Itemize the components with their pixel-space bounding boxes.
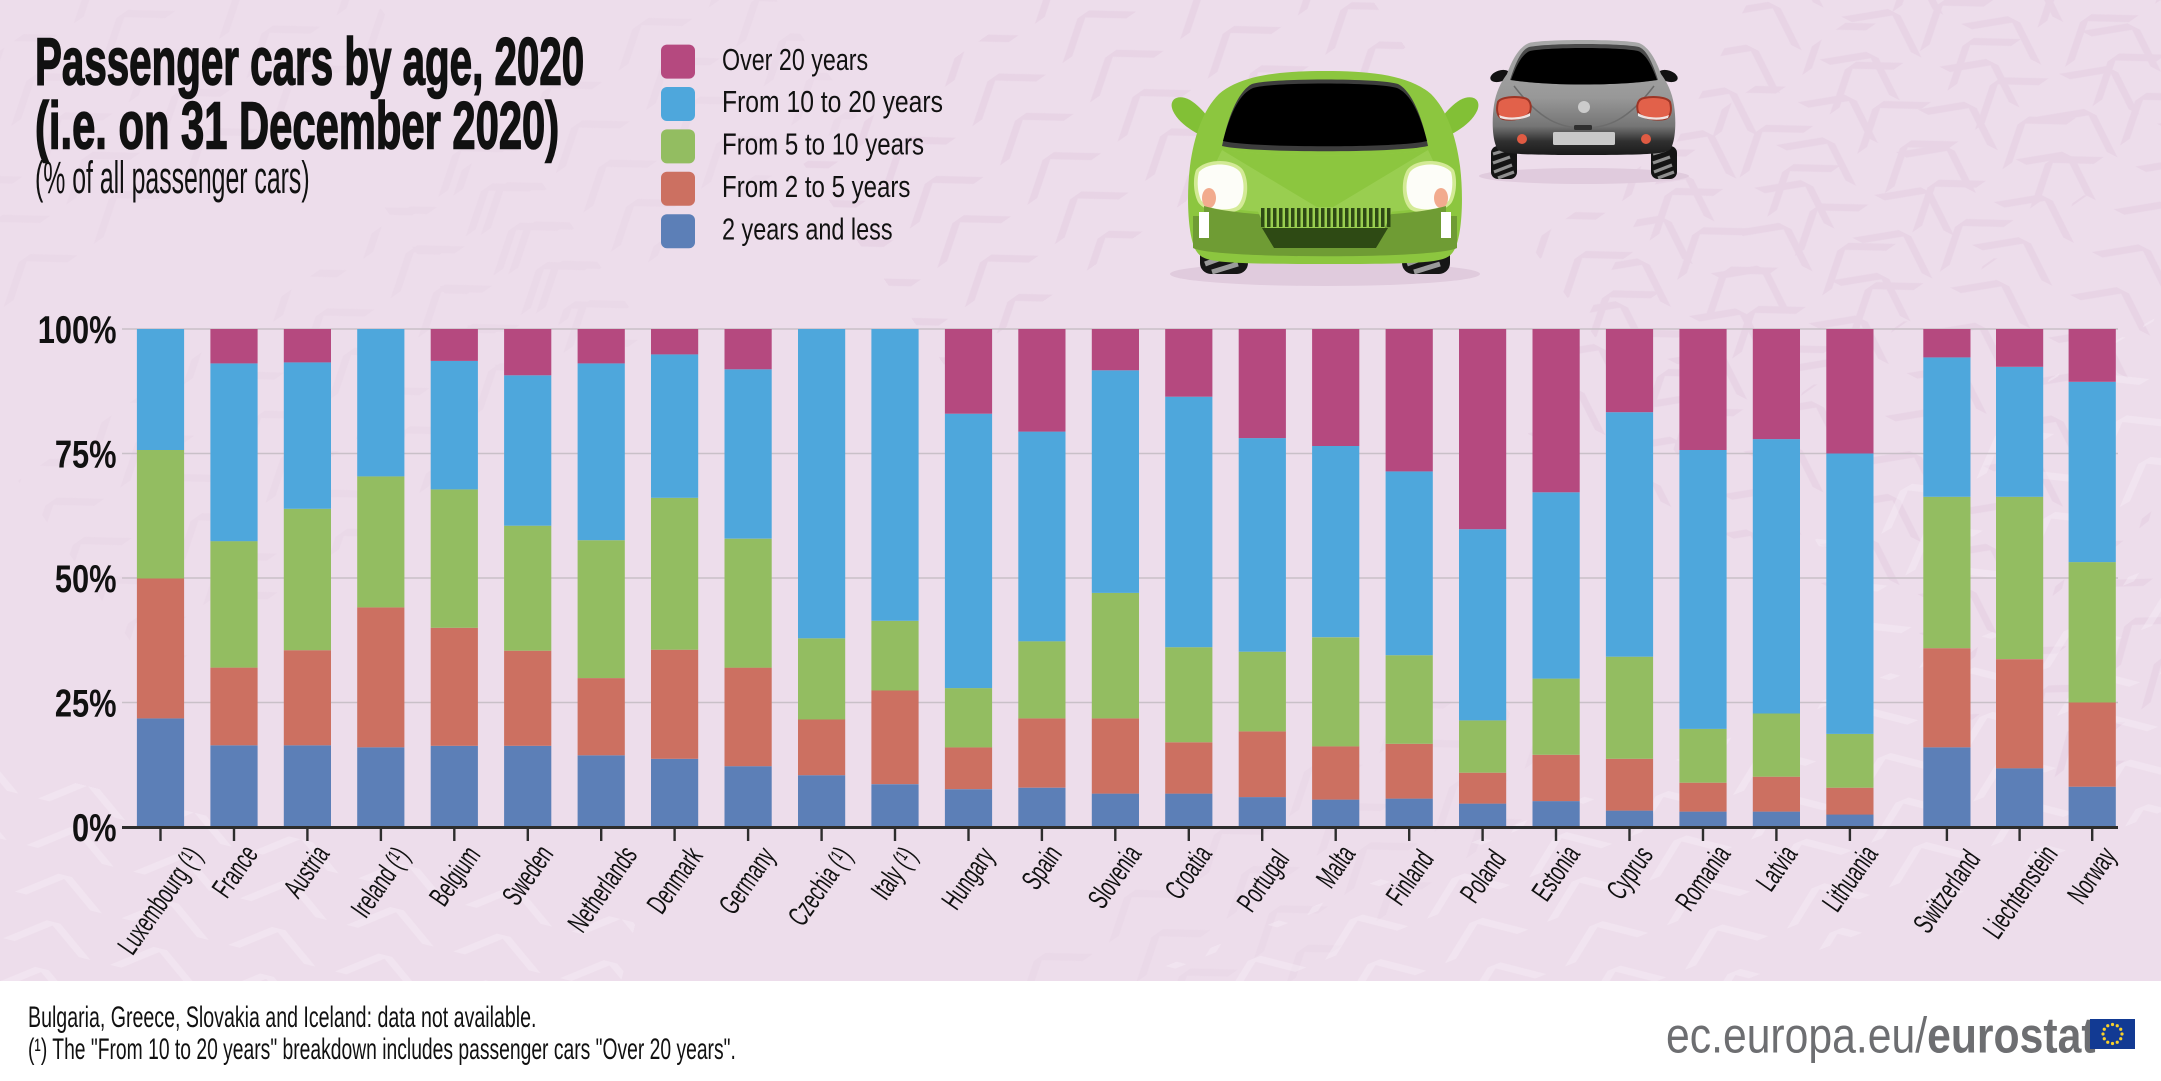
svg-text:(¹) The "From 10 to 20 years": (¹) The "From 10 to 20 years" breakdown … (28, 1033, 736, 1066)
svg-text:ec.europa.eu/eurostat: ec.europa.eu/eurostat (1666, 1007, 2096, 1063)
svg-text:100%: 100% (38, 309, 117, 352)
svg-text:From 2 to 5 years: From 2 to 5 years (722, 169, 910, 204)
svg-text:2 years and less: 2 years and less (722, 211, 893, 246)
svg-text:25%: 25% (55, 682, 117, 725)
svg-text:75%: 75% (55, 433, 117, 476)
svg-text:(i.e. on 31 December 2020): (i.e. on 31 December 2020) (35, 87, 559, 163)
svg-text:Passenger cars by age, 2020: Passenger cars by age, 2020 (35, 24, 584, 99)
svg-text:0%: 0% (72, 807, 117, 850)
svg-text:50%: 50% (55, 558, 117, 601)
svg-text:Bulgaria, Greece, Slovakia and: Bulgaria, Greece, Slovakia and Iceland: … (28, 1001, 536, 1034)
svg-text:(% of all passenger cars): (% of all passenger cars) (35, 152, 310, 203)
svg-text:From 5 to 10 years: From 5 to 10 years (722, 127, 924, 162)
svg-text:Over 20 years: Over 20 years (722, 42, 868, 77)
svg-text:From 10 to 20 years: From 10 to 20 years (722, 85, 943, 119)
